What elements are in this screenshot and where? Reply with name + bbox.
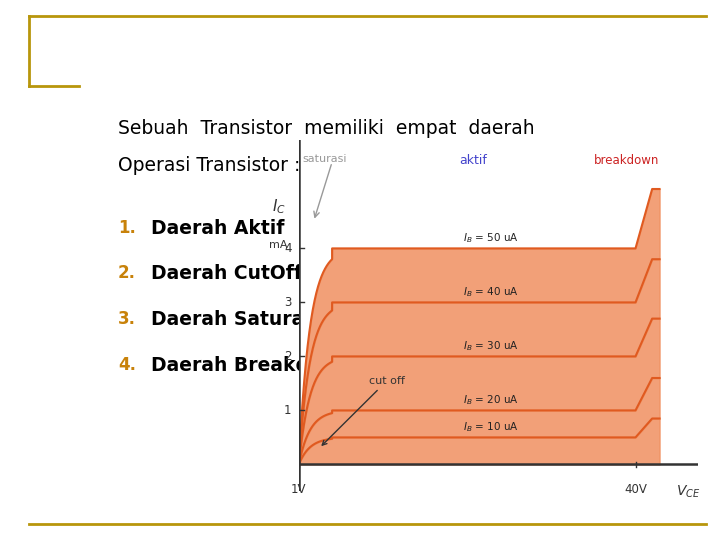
Text: $V_{CE}$: $V_{CE}$ <box>676 483 701 500</box>
Text: $I_B$ = 20 uA: $I_B$ = 20 uA <box>464 393 519 407</box>
Text: 4: 4 <box>284 242 292 255</box>
Text: $I_B$ = 30 uA: $I_B$ = 30 uA <box>464 339 519 353</box>
Text: 2: 2 <box>284 350 292 363</box>
Text: 40V: 40V <box>624 483 647 496</box>
Text: 1.: 1. <box>118 219 136 237</box>
Text: Daerah Aktif: Daerah Aktif <box>151 219 284 238</box>
Text: Daerah Saturasi: Daerah Saturasi <box>151 310 323 329</box>
Text: aktif: aktif <box>459 154 487 167</box>
Text: cut off: cut off <box>323 376 405 445</box>
Text: Sebuah  Transistor  memiliki  empat  daerah: Sebuah Transistor memiliki empat daerah <box>118 119 534 138</box>
Text: Daerah Breakdown: Daerah Breakdown <box>151 356 353 375</box>
Text: saturasi: saturasi <box>302 154 347 164</box>
Text: breakdown: breakdown <box>594 154 660 167</box>
Text: $I_C$: $I_C$ <box>271 197 285 216</box>
Text: Daerah CutOff: Daerah CutOff <box>151 265 302 284</box>
Text: 1V: 1V <box>291 483 307 496</box>
Text: $I_B$ = 40 uA: $I_B$ = 40 uA <box>464 285 519 299</box>
Text: 2.: 2. <box>118 265 136 282</box>
Text: mA: mA <box>269 240 288 251</box>
Text: 3: 3 <box>284 296 292 309</box>
Text: 3.: 3. <box>118 310 136 328</box>
Text: $I_B$ = 50 uA: $I_B$ = 50 uA <box>464 231 519 245</box>
Text: 4.: 4. <box>118 356 136 374</box>
Text: $I_B$ = 10 uA: $I_B$ = 10 uA <box>464 420 519 434</box>
Text: Operasi Transistor :: Operasi Transistor : <box>118 156 300 176</box>
Text: 1: 1 <box>284 404 292 417</box>
